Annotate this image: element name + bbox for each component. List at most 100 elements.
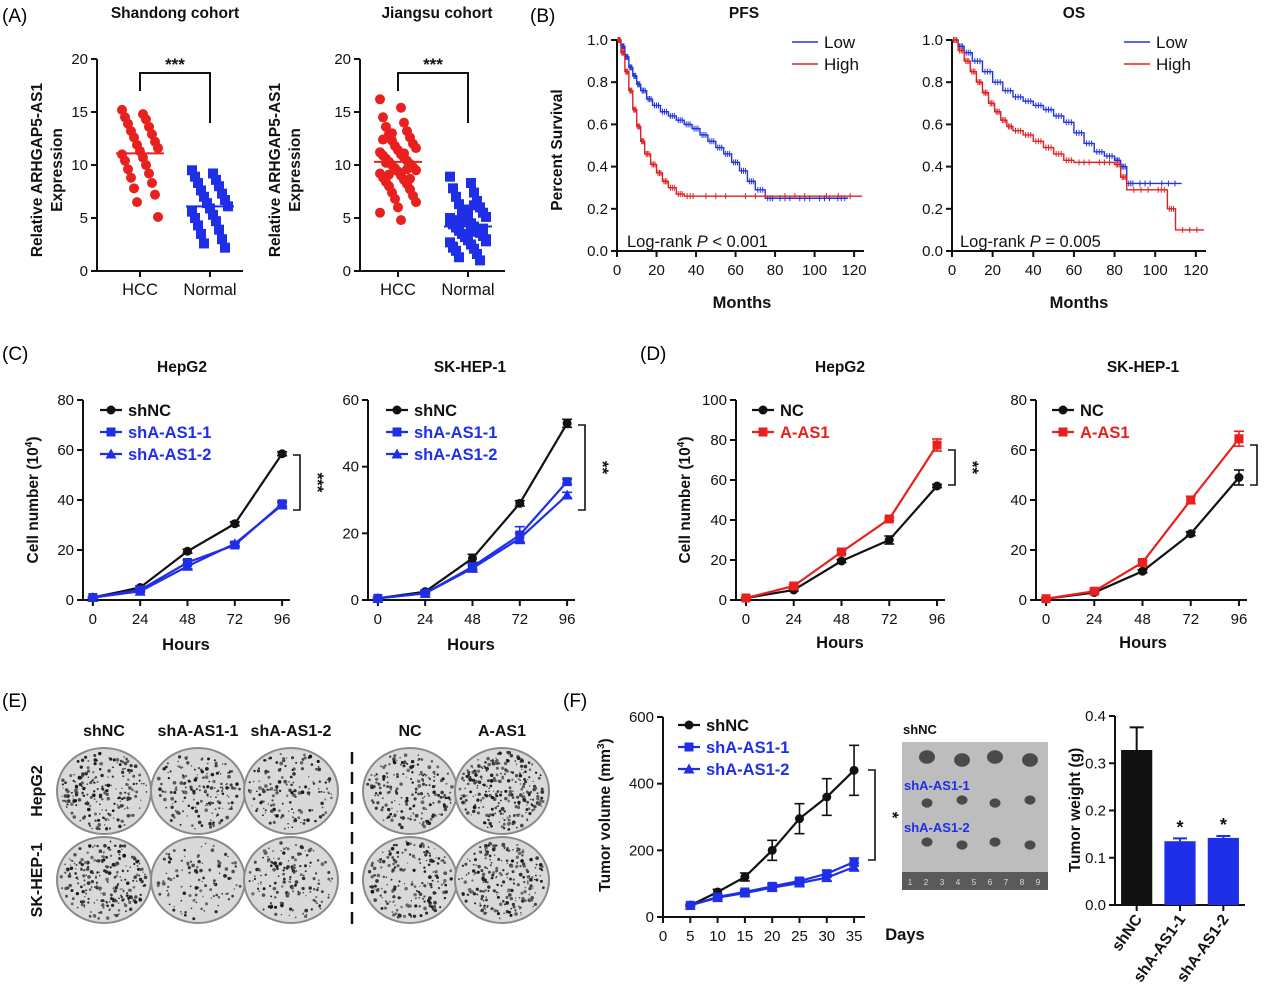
colony <box>463 779 465 782</box>
colony <box>507 893 512 897</box>
colony <box>123 824 126 826</box>
colony <box>81 900 86 904</box>
colony <box>71 897 75 900</box>
colony <box>194 893 198 897</box>
colony <box>517 778 520 780</box>
colony <box>303 756 307 760</box>
plate-column-label: shA-AS1-2 <box>251 723 332 740</box>
colony <box>115 788 117 790</box>
x-tick-label: 120 <box>842 262 867 279</box>
colony <box>489 855 491 858</box>
colony <box>516 795 520 799</box>
significance-bracket <box>397 72 469 123</box>
colony <box>536 792 539 795</box>
colony <box>398 823 402 827</box>
ruler-number: 8 <box>1020 878 1025 887</box>
colony <box>217 861 222 865</box>
colony <box>443 896 447 900</box>
colony <box>327 777 332 781</box>
colony <box>286 794 289 797</box>
significance-label: * <box>1265 462 1267 469</box>
colony <box>306 818 310 822</box>
colony <box>506 779 511 783</box>
colony <box>108 757 110 759</box>
legend-label: Low <box>824 33 856 52</box>
colony <box>165 806 168 809</box>
colony <box>496 912 500 916</box>
colony <box>282 869 285 872</box>
colony <box>207 796 209 798</box>
colony <box>487 889 490 892</box>
colony <box>424 853 428 857</box>
colony <box>291 855 295 860</box>
colony <box>427 776 430 779</box>
x-tick-label: 40 <box>1025 262 1042 279</box>
colony <box>275 785 279 789</box>
colony <box>310 763 314 766</box>
colony <box>267 803 270 805</box>
colony <box>409 765 413 769</box>
colony <box>502 817 504 819</box>
colony <box>262 887 266 891</box>
colony <box>375 781 378 784</box>
y-tick-label: 20 <box>57 542 74 559</box>
colony <box>535 863 538 866</box>
colony <box>107 819 110 821</box>
colony <box>123 902 126 905</box>
colony <box>310 908 313 911</box>
colony <box>173 877 175 880</box>
colony <box>95 800 98 803</box>
y-axis-label-sup: 4 <box>24 441 35 447</box>
colony <box>442 795 446 799</box>
colony <box>103 869 107 873</box>
log-rank-annotation: Log-rank P < 0.001 <box>627 233 768 251</box>
colony <box>443 882 445 884</box>
colony <box>173 816 176 819</box>
y-tick-label: 60 <box>1010 442 1027 459</box>
colony <box>415 889 418 892</box>
colony <box>93 754 97 757</box>
y-tick-label: 0 <box>80 263 88 280</box>
colony <box>95 876 97 879</box>
colony <box>96 781 99 783</box>
colony <box>262 856 264 859</box>
series-nc <box>740 481 943 603</box>
colony <box>442 803 446 806</box>
colony <box>304 870 307 873</box>
significance-bracket <box>1250 444 1258 486</box>
colony <box>104 827 109 831</box>
colony <box>113 802 116 806</box>
colony <box>320 862 325 866</box>
colony <box>426 792 429 795</box>
colony <box>126 892 129 895</box>
colony <box>270 905 274 909</box>
legend-marker <box>392 427 402 437</box>
colony <box>96 899 98 901</box>
colony <box>118 897 120 899</box>
colony <box>89 870 94 874</box>
colony <box>423 773 426 776</box>
colony <box>377 859 380 862</box>
colony <box>525 811 527 814</box>
colony <box>375 888 380 892</box>
colony <box>120 895 123 899</box>
y-axis-label: Tumor volume (mm3) <box>596 738 614 891</box>
colony <box>308 886 312 890</box>
colony <box>182 776 186 779</box>
colony <box>260 883 262 885</box>
x-axis-label: Days <box>885 926 924 944</box>
y-axis-label-sup: 3 <box>596 743 607 749</box>
colony <box>99 886 103 890</box>
colony <box>512 905 516 909</box>
colony <box>482 881 485 884</box>
colony <box>413 844 416 847</box>
colony <box>75 867 77 870</box>
colony <box>115 874 118 877</box>
data-point <box>821 872 833 883</box>
colony <box>200 845 203 848</box>
colony <box>115 871 119 874</box>
colony <box>481 767 484 770</box>
colony <box>214 761 218 765</box>
colony <box>138 877 143 882</box>
